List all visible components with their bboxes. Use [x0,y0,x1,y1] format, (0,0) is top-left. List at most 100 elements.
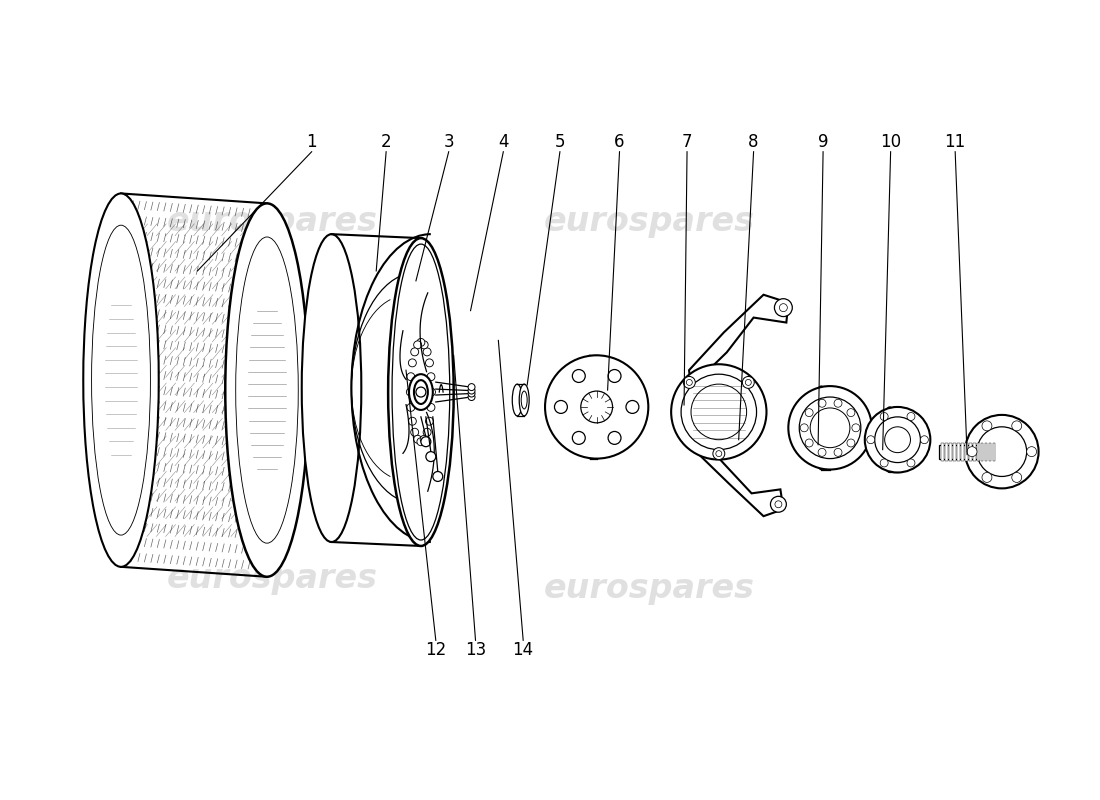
Ellipse shape [84,194,158,567]
Text: 7: 7 [682,133,692,151]
Circle shape [865,407,931,473]
Circle shape [608,431,622,444]
Bar [939,445,1002,458]
Circle shape [780,304,788,312]
Ellipse shape [100,283,142,478]
Circle shape [967,446,977,457]
Circle shape [789,386,871,470]
Circle shape [805,439,813,447]
Circle shape [424,428,431,436]
Text: 4: 4 [498,133,508,151]
Text: eurospares: eurospares [543,572,755,605]
Circle shape [774,501,782,508]
Circle shape [572,431,585,444]
Circle shape [874,417,921,462]
Bar [957,442,959,461]
Text: eurospares: eurospares [543,205,755,238]
Circle shape [770,496,786,512]
Circle shape [805,409,813,417]
Polygon shape [689,294,789,387]
Text: 11: 11 [945,133,966,151]
Circle shape [977,427,1026,477]
Circle shape [426,418,433,426]
Ellipse shape [392,244,450,540]
Ellipse shape [388,238,453,546]
Circle shape [581,391,613,423]
Ellipse shape [235,237,298,543]
Bar [993,442,996,461]
Bar [945,442,948,461]
Text: 5: 5 [554,133,565,151]
Ellipse shape [882,407,898,473]
Circle shape [847,409,855,417]
Text: 1: 1 [307,133,317,151]
Bar [961,442,964,461]
Circle shape [681,374,757,450]
Circle shape [742,377,755,388]
Circle shape [414,341,421,349]
Circle shape [416,387,426,397]
Circle shape [572,370,585,382]
Circle shape [1012,473,1022,482]
Circle shape [716,450,722,457]
Text: 13: 13 [465,642,486,659]
Circle shape [1012,421,1022,431]
Circle shape [683,377,695,388]
Ellipse shape [226,203,309,577]
Bar [977,442,979,461]
Circle shape [834,448,842,456]
Circle shape [713,448,725,459]
Bar [949,442,952,461]
Text: eurospares: eurospares [166,562,377,595]
Circle shape [867,436,875,444]
Circle shape [407,403,415,411]
Circle shape [626,401,639,414]
Circle shape [426,359,433,367]
Circle shape [427,403,434,411]
Bar [954,442,956,461]
Circle shape [880,413,888,421]
Circle shape [408,359,416,367]
Circle shape [417,438,425,446]
Circle shape [410,348,419,356]
Text: 14: 14 [513,642,534,659]
Circle shape [851,424,860,432]
Circle shape [406,388,415,396]
Circle shape [428,388,436,396]
Circle shape [800,397,861,458]
Circle shape [774,298,792,317]
Circle shape [544,355,648,458]
Ellipse shape [301,234,361,542]
Circle shape [469,390,475,397]
Bar [969,442,971,461]
Circle shape [408,418,416,426]
Circle shape [554,401,568,414]
Bar [974,442,976,461]
Ellipse shape [414,380,428,404]
Circle shape [421,437,431,446]
Circle shape [410,428,419,436]
Circle shape [834,399,842,407]
Circle shape [801,424,808,432]
Circle shape [417,338,425,346]
Circle shape [746,379,751,386]
Circle shape [427,373,434,381]
Circle shape [818,399,826,407]
Ellipse shape [513,384,522,416]
Circle shape [608,370,622,382]
Circle shape [424,348,431,356]
Circle shape [847,439,855,447]
Text: 10: 10 [880,133,901,151]
Circle shape [671,364,767,459]
Circle shape [908,413,915,421]
Circle shape [469,384,475,390]
Ellipse shape [812,386,830,470]
Circle shape [686,379,692,386]
Bar [984,442,988,461]
Circle shape [420,435,428,443]
Circle shape [432,471,442,482]
Circle shape [469,387,475,394]
Text: 8: 8 [748,133,759,151]
Text: 3: 3 [443,133,454,151]
Circle shape [811,408,850,448]
